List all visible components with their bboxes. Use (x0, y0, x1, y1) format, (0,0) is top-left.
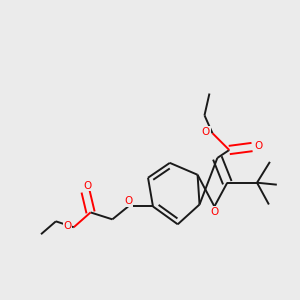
Text: O: O (210, 207, 218, 217)
Text: O: O (84, 181, 92, 191)
Text: O: O (254, 141, 263, 151)
Text: O: O (63, 221, 71, 231)
Text: O: O (202, 127, 210, 137)
Text: O: O (124, 196, 132, 206)
